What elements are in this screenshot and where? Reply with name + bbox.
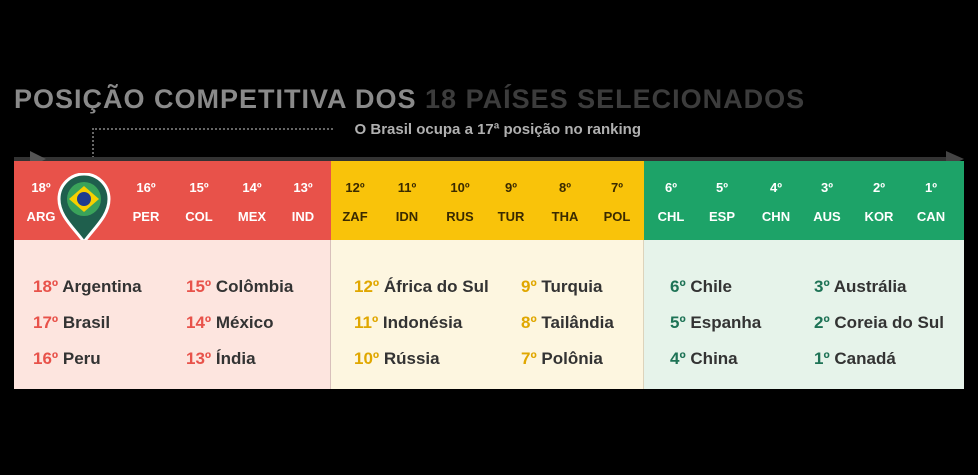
list-column: 3º Austrália 2º Coreia do Sul 1º Canadá	[814, 269, 944, 377]
list-item: 4º China	[670, 349, 738, 368]
list-item: 9º Turquia	[521, 277, 603, 296]
list-item: 18º Argentina	[33, 277, 142, 296]
list-item: 6º Chile	[670, 277, 732, 296]
list-item: 17º Brasil	[33, 313, 111, 332]
ranking-axis	[14, 157, 949, 161]
country-code: 5º ESP	[708, 180, 736, 224]
list-item: 3º Austrália	[814, 277, 907, 296]
country-code: 2º KOR	[864, 180, 894, 224]
list-item: 15º Colômbia	[186, 277, 294, 296]
title-part-1: POSIÇÃO COMPETITIVA DOS	[14, 84, 426, 114]
dotted-connector	[92, 128, 333, 158]
list-item: 12º África do Sul	[354, 277, 489, 296]
country-code: 1º CAN	[916, 180, 946, 224]
list-item: 1º Canadá	[814, 349, 896, 368]
list-item: 14º México	[186, 313, 274, 332]
list-column: 18º Argentina 17º Brasil 16º Peru	[33, 269, 142, 377]
country-code: 13º IND	[291, 180, 315, 224]
country-code: 6º CHL	[657, 180, 685, 224]
country-code: 4º CHN	[761, 180, 791, 224]
country-code: 16º PER	[132, 180, 160, 224]
country-code: 8º THA	[551, 180, 579, 224]
map-pin-icon	[57, 173, 111, 243]
code-strip: 6º CHL 5º ESP 4º CHN 3º AUS 2º KOR 1º CAN	[644, 161, 964, 240]
list-item: 7º Polônia	[521, 349, 603, 368]
group-top: 6º CHL 5º ESP 4º CHN 3º AUS 2º KOR 1º CAN 6º C…	[644, 161, 964, 389]
title-part-2: 18 PAÍSES SELECIONADOS	[425, 84, 806, 114]
code-strip: 18º ARG 16º PER 15º COL 14º MEX 13º IND	[14, 161, 331, 243]
list-item: 10º Rússia	[354, 349, 440, 368]
list-item: 16º Peru	[33, 349, 101, 368]
country-code: 3º AUS	[813, 180, 841, 224]
country-code: 10º RUS	[446, 180, 474, 224]
list-item: 8º Tailândia	[521, 313, 614, 332]
group-low: 18º ARG 16º PER 15º COL 14º MEX 13º IND 18º A…	[14, 161, 331, 389]
list-item: 5º Espanha	[670, 313, 762, 332]
list-column: 15º Colômbia 14º México 13º Índia	[186, 269, 293, 377]
country-code: 14º MEX	[237, 180, 267, 224]
ranking-list: 12º África do Sul 11º Indonésia 10º Rúss…	[331, 240, 644, 389]
list-column: 6º Chile 5º Espanha 4º China	[670, 269, 761, 377]
country-code: 9º TUR	[497, 180, 525, 224]
country-code: 7º POL	[603, 180, 631, 224]
ranking-list: 18º Argentina 17º Brasil 16º Peru 15º Co…	[14, 240, 331, 389]
group-mid: 12º ZAF 11º IDN 10º RUS 9º TUR 8º THA 7º POL 1…	[331, 161, 644, 389]
country-code: 11º IDN	[395, 180, 419, 224]
page-title: POSIÇÃO COMPETITIVA DOS 18 PAÍSES SELECI…	[14, 84, 805, 115]
code-strip: 12º ZAF 11º IDN 10º RUS 9º TUR 8º THA 7º POL	[331, 161, 644, 240]
country-code: 15º COL	[185, 180, 213, 224]
country-code: 18º ARG	[26, 180, 56, 224]
ranking-list: 6º Chile 5º Espanha 4º China 3º Austráli…	[644, 240, 964, 389]
list-item: 13º Índia	[186, 349, 256, 368]
list-column: 9º Turquia 8º Tailândia 7º Polônia	[521, 269, 614, 377]
list-item: 2º Coreia do Sul	[814, 313, 944, 332]
list-item: 11º Indonésia	[354, 313, 463, 332]
subtitle: O Brasil ocupa a 17ª posição no ranking	[354, 121, 641, 138]
country-code: 12º ZAF	[342, 180, 368, 224]
list-column: 12º África do Sul 11º Indonésia 10º Rúss…	[354, 269, 489, 377]
